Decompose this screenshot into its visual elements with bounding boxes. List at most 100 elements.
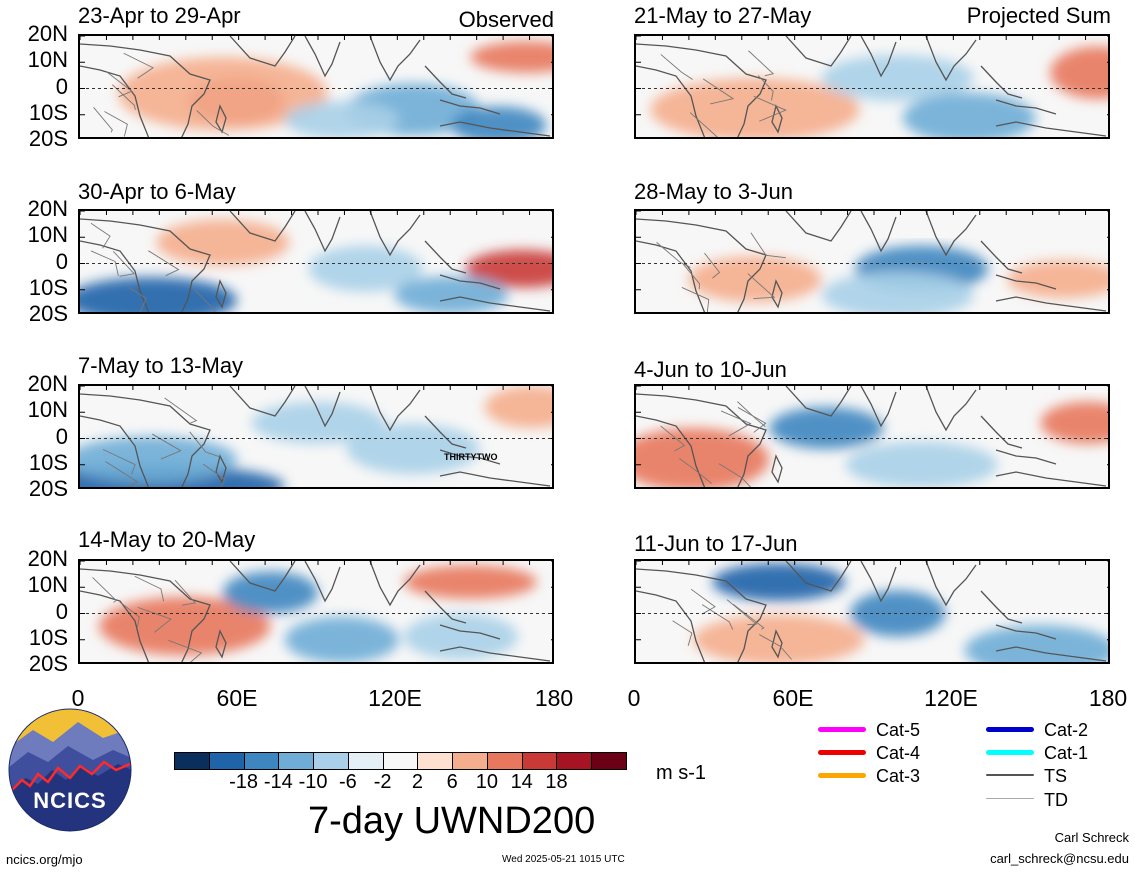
- anomaly-region: [470, 41, 552, 73]
- map-panel: [78, 384, 554, 489]
- coastline: [771, 629, 783, 659]
- colorbar-swatch: [382, 752, 419, 770]
- cat1-swatch: [986, 750, 1034, 755]
- coastline: [925, 561, 977, 607]
- coastline: [860, 386, 897, 428]
- legend-label: Cat-4: [876, 743, 921, 763]
- td-swatch: [986, 798, 1034, 799]
- country-border: [168, 639, 203, 662]
- country-border: [137, 606, 172, 633]
- x-tick-label: 60E: [772, 685, 814, 711]
- ts-swatch: [986, 774, 1034, 776]
- country-border: [732, 603, 765, 630]
- cat4-swatch: [818, 750, 866, 755]
- country-border: [689, 112, 718, 137]
- coastline: [636, 590, 706, 662]
- y-tick-label: 0: [55, 248, 68, 274]
- country-border: [720, 410, 752, 437]
- coastline: [995, 274, 1057, 290]
- coastline: [995, 624, 1057, 640]
- colorbar-swatch: [521, 752, 558, 770]
- coastline: [925, 211, 977, 257]
- map-panel: [634, 559, 1110, 664]
- source-url[interactable]: ncics.org/mjo: [6, 852, 83, 867]
- y-tick-label: 20N: [27, 546, 68, 571]
- y-tick-label: 10S: [28, 624, 68, 650]
- coastline: [369, 561, 421, 607]
- y-tick-label: 0: [55, 423, 68, 449]
- coastlines: [80, 36, 551, 137]
- axis-ticks: [80, 36, 552, 116]
- anomaly-region: [156, 219, 290, 266]
- anomaly-region: [251, 401, 385, 444]
- coastline: [80, 65, 150, 137]
- coastline: [995, 296, 1107, 312]
- coastline: [995, 471, 1107, 487]
- anomaly-region: [964, 625, 1108, 662]
- y-tick-label: 20S: [28, 651, 68, 676]
- country-border: [726, 599, 758, 626]
- country-border: [690, 588, 716, 615]
- axis-ticks: [636, 36, 1108, 116]
- y-tick-label: 10N: [27, 47, 68, 73]
- coastline: [369, 36, 421, 82]
- country-border: [681, 287, 710, 312]
- coastline: [771, 454, 783, 484]
- y-tick-label: 10N: [27, 222, 68, 248]
- legend-label: TD: [1044, 790, 1068, 810]
- x-tick-label: 120E: [924, 685, 978, 711]
- y-tick-label: 20N: [27, 371, 68, 396]
- country-border: [123, 52, 154, 79]
- country-border: [152, 433, 182, 460]
- country-border: [660, 54, 693, 80]
- cat3-swatch: [818, 773, 866, 778]
- colorbar-swatch: [417, 752, 454, 770]
- panel-title: 23-Apr to 29-Apr: [78, 3, 241, 28]
- y-tick-label: 0: [55, 73, 68, 99]
- country-border: [759, 634, 792, 660]
- coastlines: [80, 386, 551, 487]
- country-border: [196, 110, 230, 136]
- coastline: [995, 646, 1107, 662]
- projected-sum-label: Projected Sum: [966, 3, 1111, 28]
- legend-label: Cat-3: [876, 766, 921, 786]
- coastline: [229, 386, 296, 417]
- axis-ticks: [80, 211, 552, 291]
- anomaly-region: [99, 596, 271, 656]
- anomaly-region: [346, 423, 480, 475]
- coastline: [860, 561, 897, 603]
- coastline: [439, 99, 501, 115]
- coastline: [80, 568, 211, 662]
- country-border: [92, 577, 117, 603]
- legend-label: TS: [1044, 766, 1068, 786]
- anomaly-region: [451, 106, 547, 137]
- country-border: [194, 289, 216, 312]
- anomaly-region: [850, 590, 946, 637]
- country-border: [112, 251, 136, 277]
- coastline: [925, 36, 977, 82]
- coastline: [215, 104, 227, 134]
- colorbar-tick-label: 6: [446, 771, 458, 793]
- coastline: [636, 43, 767, 137]
- anomaly-region: [284, 616, 399, 662]
- anomaly-region: [394, 276, 509, 312]
- country-border: [148, 250, 180, 277]
- colorbar-tick-label: 2: [411, 771, 423, 793]
- x-tick-label: 0: [627, 685, 641, 711]
- coastline: [636, 568, 767, 662]
- x-tick-label: 120E: [368, 685, 422, 711]
- x-tick-label: 180: [534, 685, 574, 711]
- map-panel: [78, 209, 554, 314]
- map-panel: [634, 384, 1110, 489]
- author-email[interactable]: carl_schreck@ncsu.edu: [990, 851, 1129, 866]
- coastline: [860, 211, 897, 253]
- coastline: [80, 218, 211, 312]
- anomaly-region: [821, 271, 974, 312]
- coastline: [215, 279, 227, 309]
- map-panel: [634, 34, 1110, 139]
- coastline: [369, 211, 421, 257]
- anomaly-region: [118, 57, 328, 131]
- colorbar-swatch: [347, 752, 384, 770]
- coastline: [925, 386, 977, 432]
- y-tick-label: 20N: [27, 196, 68, 221]
